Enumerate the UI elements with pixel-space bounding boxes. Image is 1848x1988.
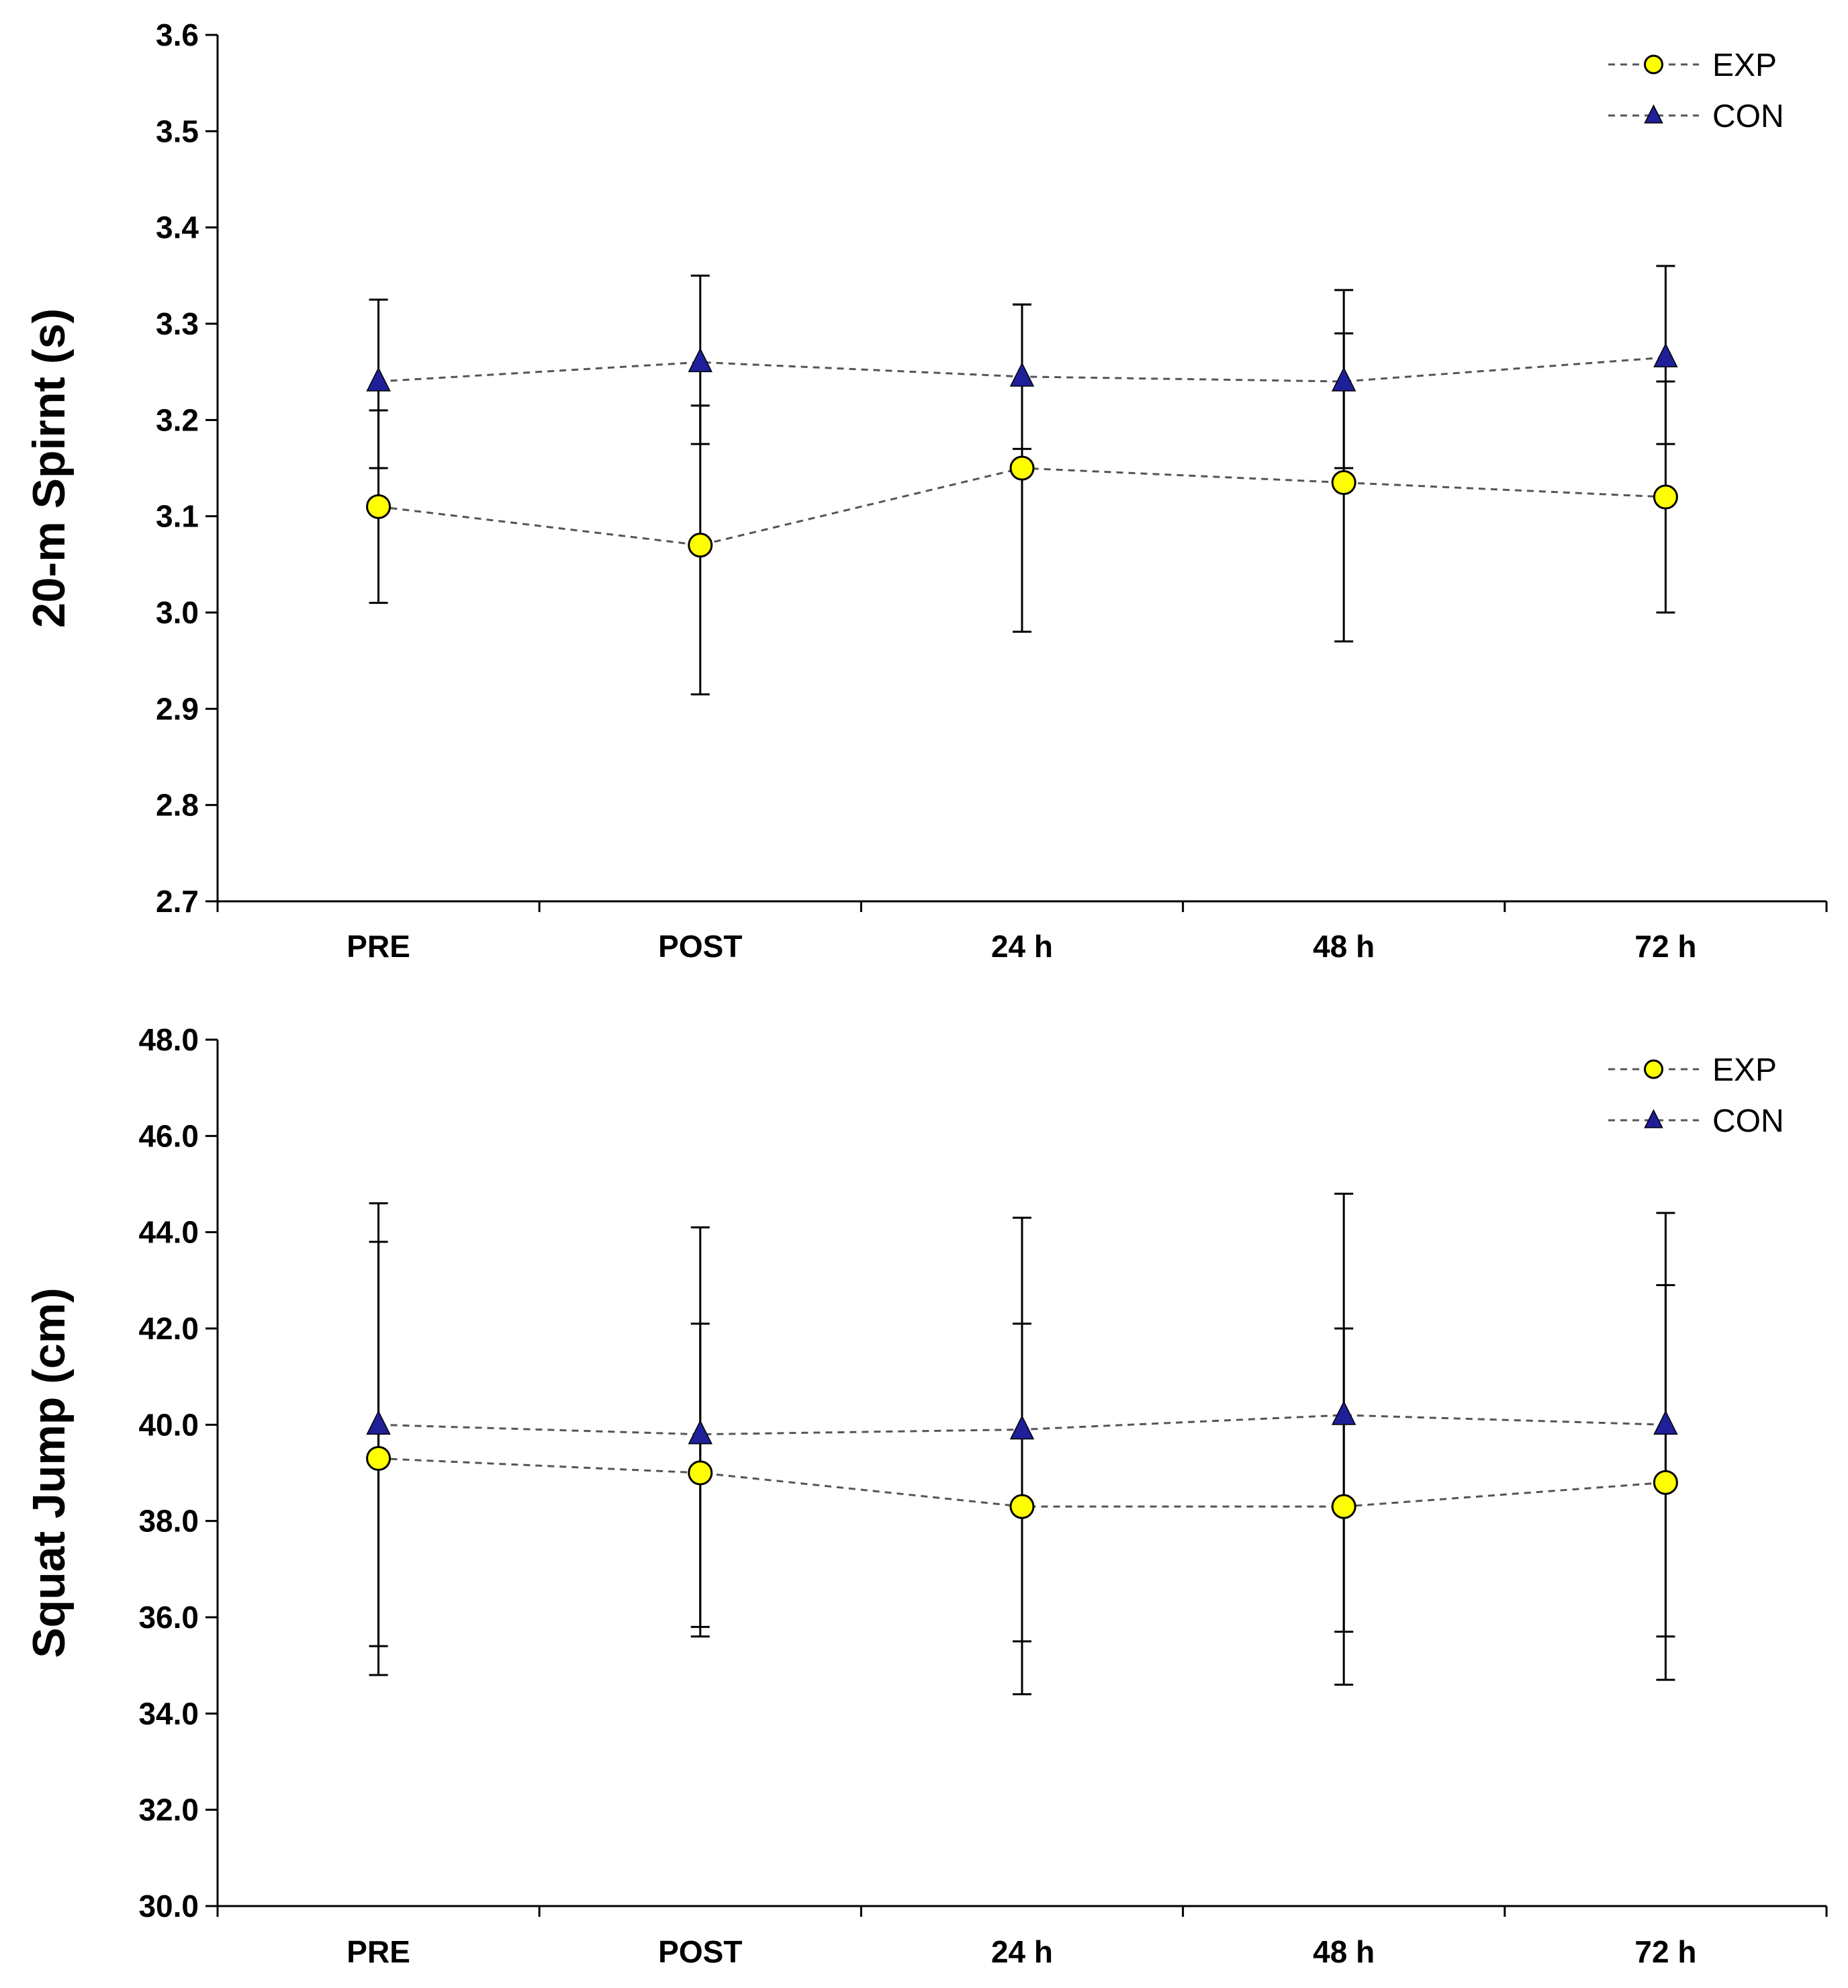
data-point-con [1331,1400,1356,1425]
legend-label-con: CON [1712,1103,1784,1139]
y-tick-label: 3.6 [156,17,199,52]
data-point-con [688,347,713,373]
x-tick-label: PRE [346,1934,410,1969]
x-tick-label: POST [658,929,742,964]
x-tick-label: 24 h [991,1934,1053,1969]
data-point-exp [1653,484,1678,510]
data-point-con [1653,1410,1678,1435]
y-axis-title: Squat Jump (cm) [24,1287,75,1658]
data-point-exp [688,533,713,558]
legend-marker-con [1644,1109,1663,1128]
y-tick-label: 2.8 [156,788,199,823]
legend-marker-con [1644,104,1663,124]
y-tick-label: 40.0 [138,1407,199,1442]
data-point-con [1653,343,1678,367]
y-tick-label: 32.0 [138,1793,199,1827]
y-tick-label: 48.0 [138,1022,199,1057]
data-point-exp [366,1446,391,1471]
y-tick-label: 30.0 [138,1889,199,1924]
y-tick-label: 2.9 [156,691,199,726]
y-tick-label: 34.0 [138,1696,199,1731]
y-tick-label: 36.0 [138,1600,199,1635]
data-point-con [366,367,391,392]
data-point-exp [1653,1470,1678,1495]
data-point-con [1331,367,1356,392]
y-tick-label: 46.0 [138,1118,199,1153]
y-tick-label: 3.4 [156,210,199,245]
legend-marker-exp [1644,1059,1663,1079]
y-axis-title: 20-m Spirnt (s) [24,308,75,628]
x-tick-label: POST [658,1934,742,1969]
y-tick-label: 42.0 [138,1311,199,1346]
x-tick-label: 48 h [1313,929,1375,964]
data-point-con [1009,362,1035,387]
legend-marker-exp [1644,54,1663,75]
y-tick-label: 38.0 [138,1504,199,1539]
data-point-exp [1009,1494,1035,1519]
x-tick-label: 72 h [1634,1934,1696,1969]
y-tick-label: 44.0 [138,1215,199,1250]
y-tick-label: 3.5 [156,114,199,148]
chart-sprint: 2.7 2.8 2.9 3.0 3.1 3.2 3.3 3.4 3.5 3.6 PRE POST 24 … [24,17,1828,964]
y-tick-label: 3.1 [156,499,199,534]
x-tick-label: PRE [346,929,410,964]
x-tick-label: 72 h [1634,929,1696,964]
data-point-con [366,1410,391,1435]
data-point-exp [1331,470,1356,495]
data-point-exp [1331,1494,1356,1519]
y-tick-label: 3.0 [156,595,199,630]
y-tick-label: 3.3 [156,306,199,341]
legend-label-exp: EXP [1712,48,1777,83]
data-point-exp [688,1460,713,1486]
data-point-exp [1009,455,1035,481]
data-point-exp [366,494,391,519]
legend-label-con: CON [1712,99,1784,134]
chart-squat-jump: 30.0 32.0 34.0 36.0 38.0 40.0 42.0 44.0 46.0 48.0… [24,1022,1828,1969]
legend-label-exp: EXP [1712,1052,1777,1088]
data-point-con [1009,1414,1035,1440]
data-point-con [688,1419,713,1445]
x-tick-label: 48 h [1313,1934,1375,1969]
y-tick-label: 3.2 [156,402,199,437]
y-tick-label: 2.7 [156,884,199,919]
x-tick-label: 24 h [991,929,1053,964]
